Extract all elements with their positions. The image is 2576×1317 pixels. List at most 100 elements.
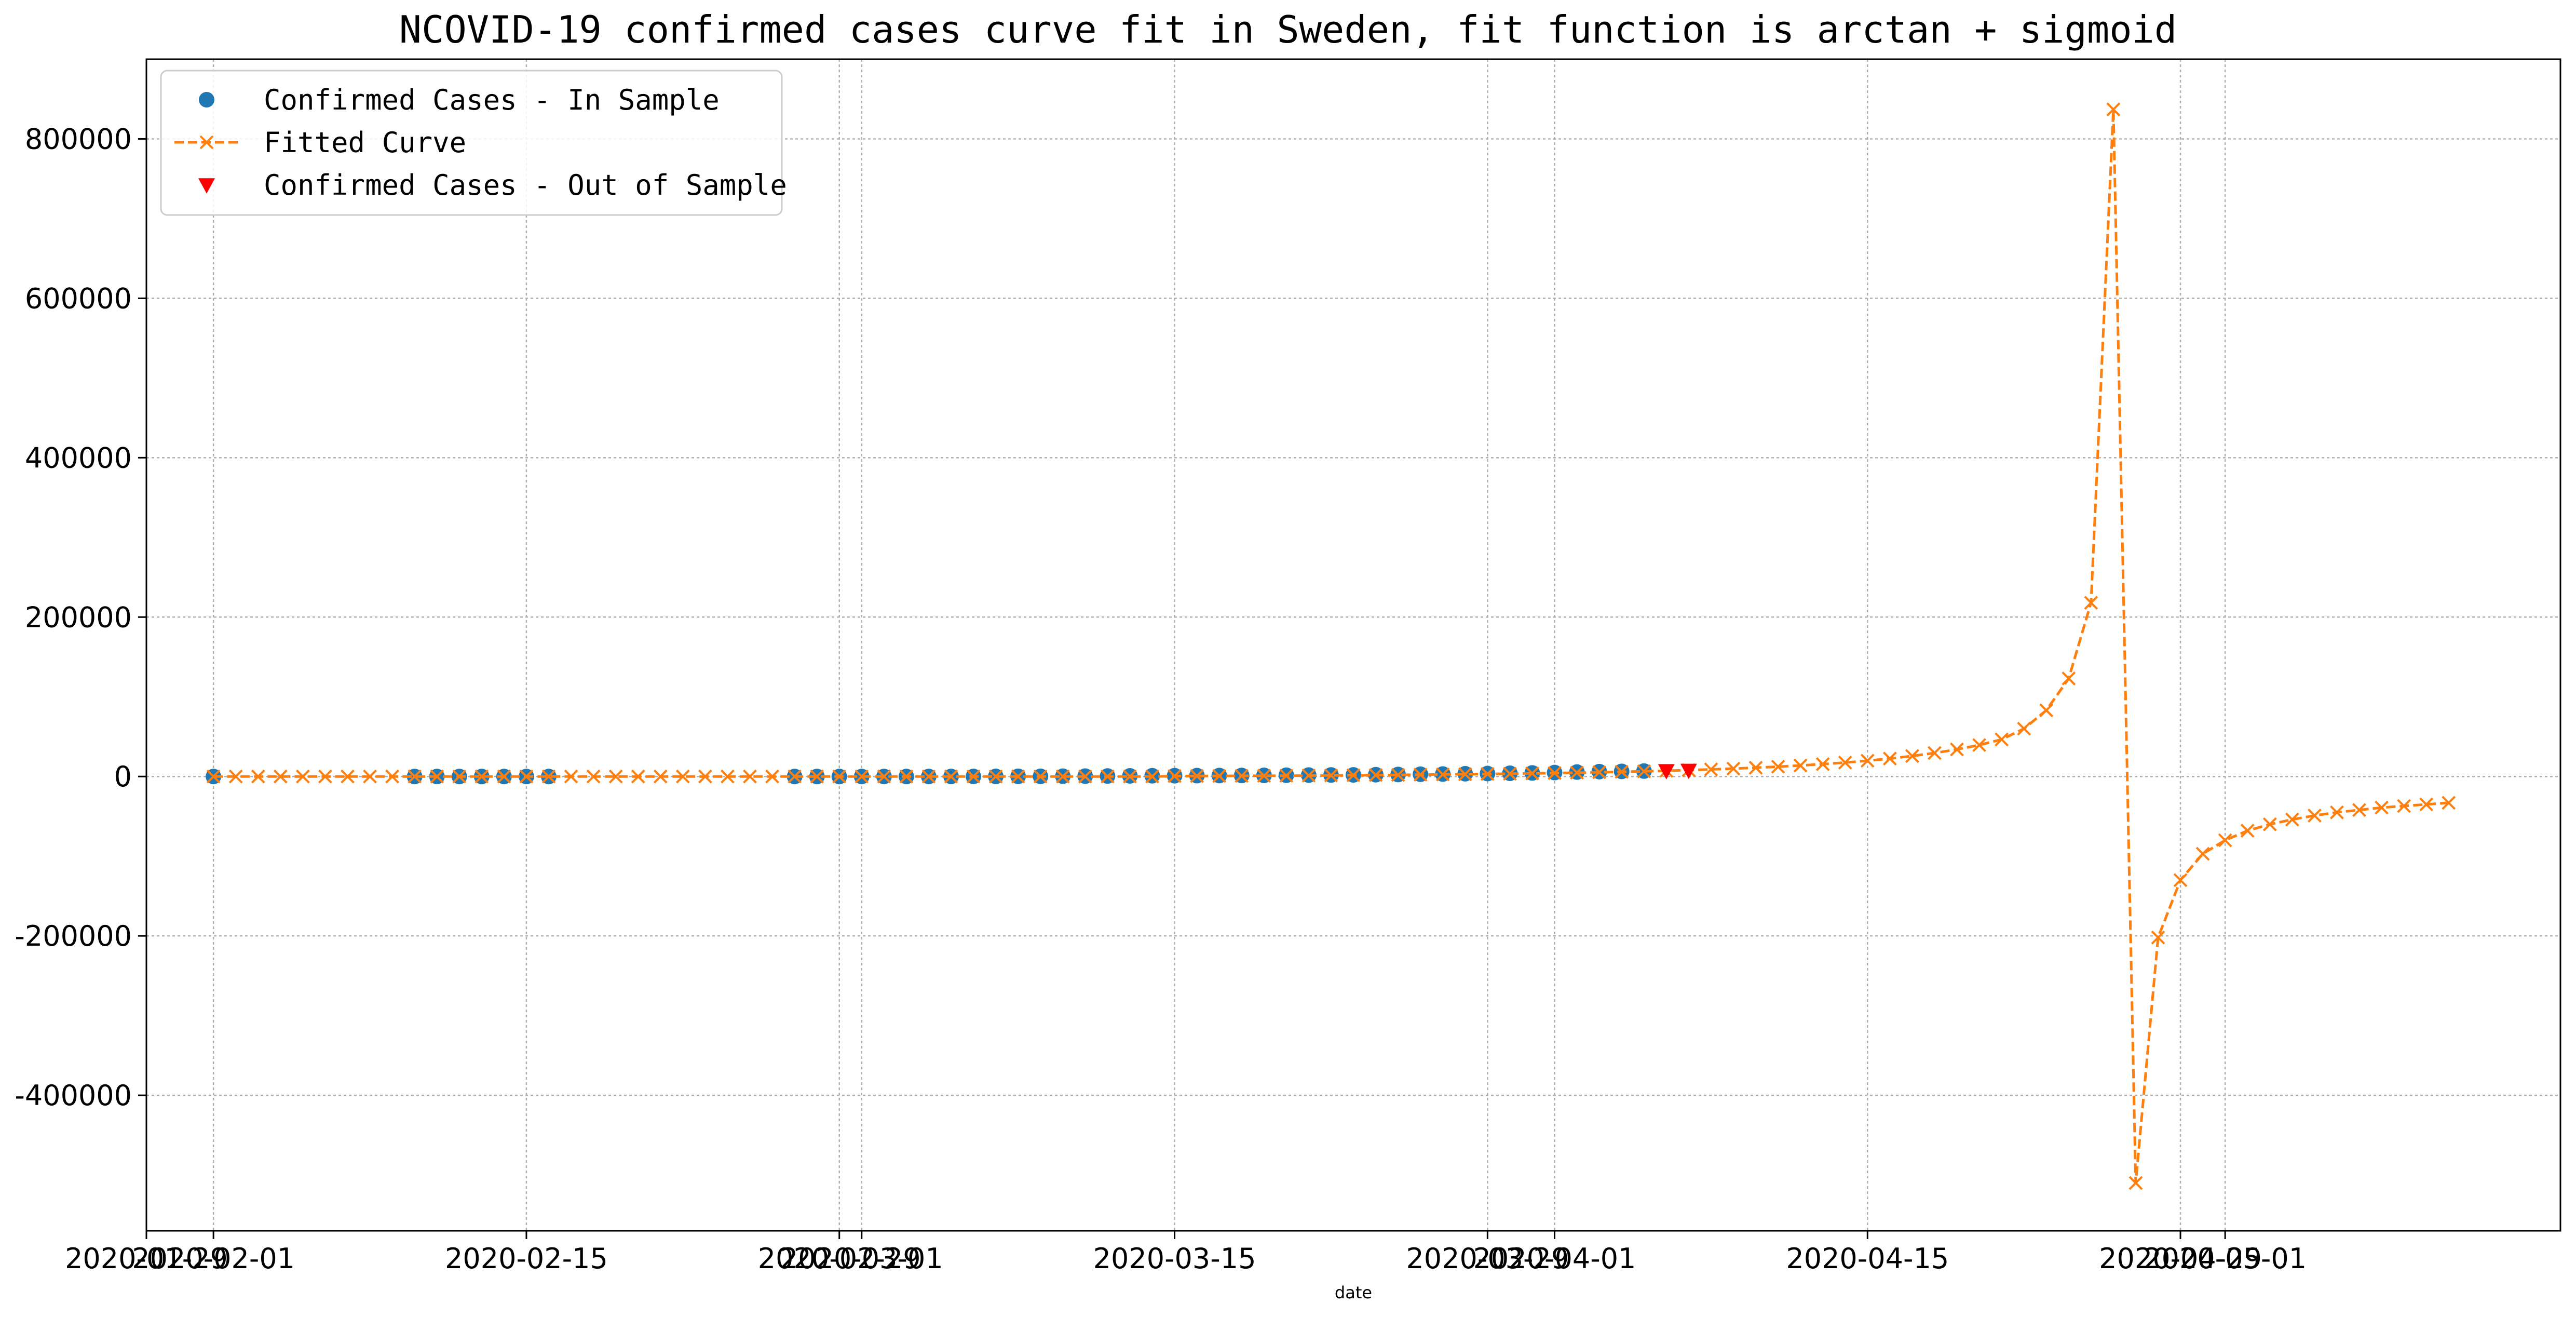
fitted-curve-point: [1860, 754, 1875, 768]
y-tick-label: -200000: [15, 920, 132, 952]
fitted-curve-point: [1615, 764, 1629, 779]
y-tick-label: -400000: [15, 1079, 132, 1112]
fitted-curve-point: [855, 769, 869, 784]
fitted-curve-point: [2352, 803, 2366, 817]
legend-swatch-in-sample: [199, 92, 214, 107]
fitted-curve-point: [1123, 769, 1137, 784]
fitted-curve-point: [1480, 767, 1495, 781]
fitted-curve-point: [2062, 671, 2076, 686]
fitted-curve-point: [1815, 757, 1830, 771]
x-axis-label: date: [1335, 1283, 1372, 1302]
fitted-curve-point: [1570, 765, 1584, 780]
fitted-curve-point: [675, 769, 690, 784]
fitted-curve-point: [1301, 768, 1316, 783]
x-tick-label: 2020-02-01: [132, 1242, 295, 1275]
fitted-curve-point: [497, 769, 511, 784]
y-tick-label: 0: [114, 760, 132, 793]
fitted-curve-point: [1168, 769, 1182, 783]
y-tick-label: 800000: [25, 123, 132, 155]
y-tick-label: 200000: [25, 601, 132, 634]
fitted-curve-point: [1704, 762, 1718, 776]
fitted-curve-point: [653, 769, 668, 784]
fitted-curve-point: [1592, 765, 1607, 780]
fitted-curve-point: [1435, 767, 1450, 782]
fitted-curve-point: [2218, 833, 2232, 848]
fitted-curve-point: [1078, 769, 1092, 784]
fitted-curve-point: [1145, 769, 1159, 784]
fitted-curve-point: [1995, 732, 2009, 747]
fitted-curve-point: [788, 769, 802, 784]
fitted-curve-point: [988, 769, 1003, 784]
fitted-curve-point: [743, 769, 757, 784]
fitted-curve-point: [430, 769, 444, 784]
chart-title: NCOVID-19 confirmed cases curve fit in S…: [399, 8, 2177, 51]
fitted-curve-point: [2397, 799, 2411, 813]
fitted-curve-point: [2084, 596, 2098, 610]
fitted-curve-point: [1011, 769, 1025, 784]
fitted-curve-point: [832, 769, 847, 784]
series-group: [206, 102, 2456, 1190]
fitted-curve-point: [341, 769, 355, 784]
fitted-curve-point: [228, 769, 243, 784]
fitted-curve-point: [1346, 768, 1361, 783]
fitted-curve-point: [1882, 751, 1897, 766]
fitted-curve-point: [1100, 769, 1115, 784]
fitted-curve-point: [206, 769, 221, 784]
fitted-curve-point: [519, 769, 534, 784]
fitted-curve-point: [2442, 796, 2456, 810]
fitted-curve-point: [2307, 809, 2322, 823]
fitted-curve-point: [1190, 769, 1204, 783]
legend-swatch-fitted-marker: [199, 135, 214, 150]
fitted-curve-point: [1257, 769, 1271, 783]
fitted-curve-point: [1637, 764, 1651, 778]
legend-label: Confirmed Cases - In Sample: [264, 84, 720, 116]
out-of-sample-point: [1680, 763, 1697, 780]
fitted-curve-point: [541, 769, 556, 784]
fitted-curve-point: [631, 769, 645, 784]
fitted-curve-point: [1368, 768, 1383, 782]
out-of-sample-point: [1658, 764, 1675, 780]
fitted-curve-point: [1458, 767, 1472, 782]
legend-box: [160, 70, 783, 216]
fitted-curve-point: [1748, 760, 1763, 775]
fitted-curve-point: [2039, 703, 2054, 718]
fitted-curve-point: [1391, 768, 1405, 782]
fitted-curve-point: [408, 769, 422, 784]
x-tick-label: 2020-04-01: [1473, 1242, 1636, 1275]
fitted-curve-point: [899, 769, 914, 784]
fitted-curve-point: [1033, 769, 1048, 784]
fitted-curve-point: [564, 769, 578, 784]
fitted-curve-line: [213, 109, 2449, 1184]
fitted-curve-point: [452, 769, 467, 784]
fitted-curve-point: [721, 769, 735, 784]
fitted-curve-point: [1413, 768, 1428, 782]
fitted-curve-point: [1771, 759, 1785, 774]
series-layer: [206, 102, 2456, 1190]
fitted-curve-point: [698, 769, 712, 784]
fitted-curve-point: [1928, 746, 1942, 760]
fitted-curve-point: [1055, 769, 1070, 784]
fitted-curve-point: [1793, 758, 1808, 773]
fitted-curve-point: [1950, 742, 1964, 757]
fitted-curve-point: [2285, 812, 2299, 827]
legend-label: Fitted Curve: [264, 126, 466, 159]
fitted-curve-point: [586, 769, 601, 784]
fitted-curve-point: [1726, 761, 1741, 776]
fitted-curve-point: [474, 769, 489, 784]
fitted-curve-point: [1235, 769, 1249, 783]
legend-label: Confirmed Cases - Out of Sample: [264, 169, 787, 201]
fitted-curve-point: [2106, 102, 2121, 117]
fitted-curve-point: [608, 769, 623, 784]
fitted-curve-point: [1972, 738, 1986, 752]
x-tick-label: 2020-02-29: [758, 1242, 921, 1275]
fitted-curve-point: [966, 769, 981, 784]
x-tick-label: 2020-01-29: [65, 1242, 228, 1275]
fitted-curve-point: [318, 769, 332, 784]
fitted-curve-point: [1838, 755, 1852, 770]
fitted-curve-point: [2419, 797, 2434, 812]
fitted-curve-point: [2173, 873, 2188, 888]
plot-area-frame: [145, 58, 2561, 1232]
fitted-curve-point: [765, 769, 779, 784]
